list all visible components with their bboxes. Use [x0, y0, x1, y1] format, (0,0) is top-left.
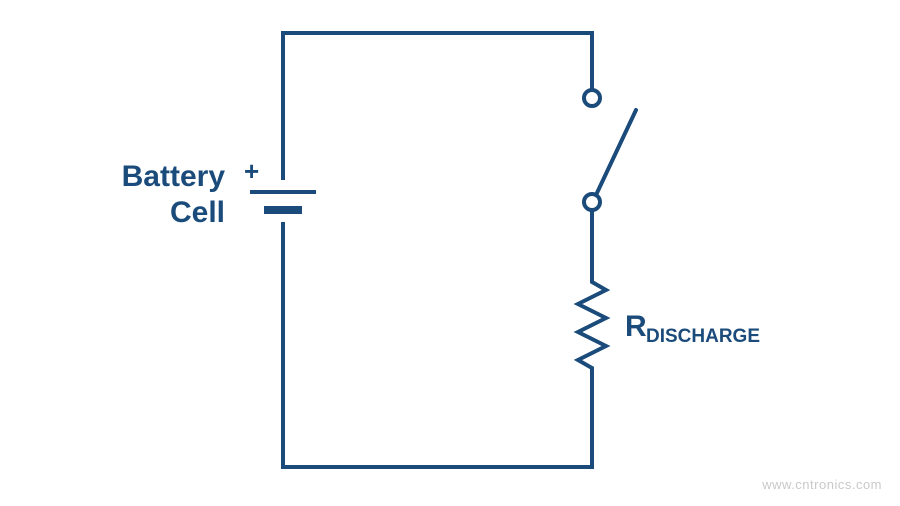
wire-top	[283, 33, 592, 180]
battery-polarity: +	[244, 156, 259, 186]
switch-arm	[596, 110, 636, 195]
resistor-label-main: R	[625, 310, 647, 343]
watermark: www.cntronics.com	[762, 477, 882, 492]
resistor	[578, 275, 606, 370]
circuit-diagram: Battery Cell + R DISCHARGE	[0, 0, 900, 506]
wire-group	[283, 33, 592, 467]
resistor-label-sub: DISCHARGE	[646, 326, 760, 347]
battery-cell	[250, 192, 316, 210]
battery-label-line1: Battery	[122, 160, 226, 193]
switch-open	[584, 90, 636, 210]
battery-label-line2: Cell	[170, 196, 225, 229]
switch-terminal-top	[584, 90, 600, 106]
switch-terminal-bottom	[584, 194, 600, 210]
wire-bottom	[283, 222, 592, 467]
